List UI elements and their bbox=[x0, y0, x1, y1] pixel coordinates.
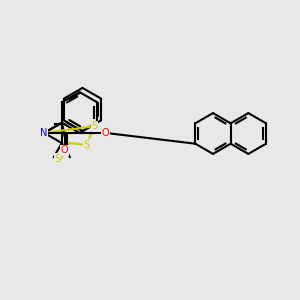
Text: S: S bbox=[92, 121, 98, 131]
Text: O: O bbox=[102, 128, 109, 138]
Text: S: S bbox=[83, 140, 89, 150]
Text: S: S bbox=[55, 154, 61, 164]
Text: O: O bbox=[61, 145, 68, 155]
Text: N: N bbox=[40, 128, 48, 138]
